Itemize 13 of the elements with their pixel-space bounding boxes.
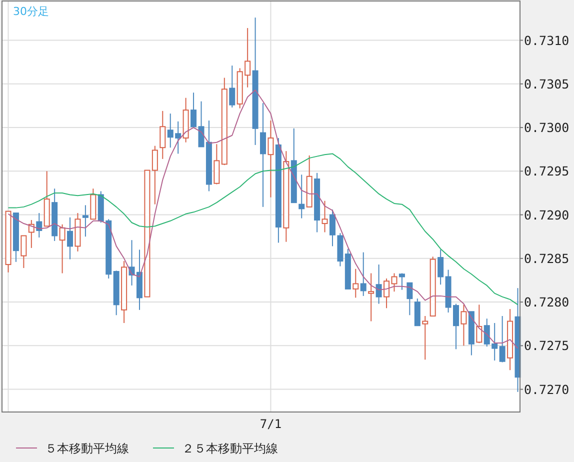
ytick: 0.7275 bbox=[524, 338, 570, 354]
ytick: 0.7305 bbox=[524, 76, 570, 92]
ytick: 0.7310 bbox=[524, 32, 570, 48]
ytick: 0.7295 bbox=[524, 164, 570, 179]
legend-label: ５本移動平均線 bbox=[45, 442, 129, 456]
x-tick-label: 7/1 bbox=[260, 417, 282, 431]
ytick: 0.7290 bbox=[524, 207, 570, 222]
chart-title: 30分足 bbox=[13, 5, 49, 18]
ytick: 0.7300 bbox=[524, 120, 570, 136]
ytick: 0.7270 bbox=[524, 382, 570, 397]
legend-label: ２５本移動平均線 bbox=[182, 442, 278, 456]
ytick: 0.7285 bbox=[524, 250, 570, 266]
ytick: 0.7280 bbox=[524, 294, 570, 310]
